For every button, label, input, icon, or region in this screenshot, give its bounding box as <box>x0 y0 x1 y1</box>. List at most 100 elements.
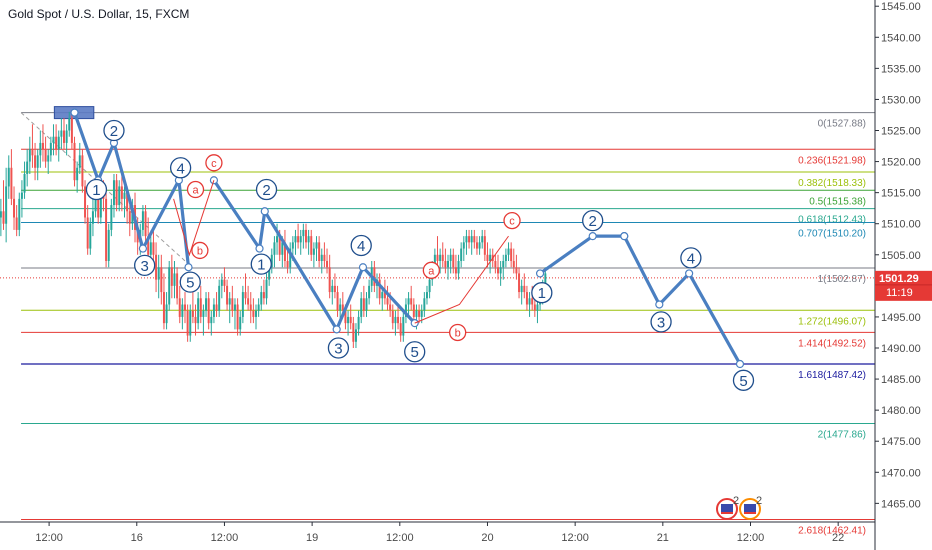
price-tick-label: 1515.00 <box>881 188 921 200</box>
candle-body <box>302 229 305 237</box>
wave-anchor-point[interactable] <box>255 244 264 253</box>
candle-body <box>244 292 247 299</box>
wave-anchor-point[interactable] <box>332 325 341 334</box>
candle-body <box>397 316 400 324</box>
candle-body <box>478 242 481 249</box>
candle-body <box>310 236 313 255</box>
fib-level-label: 0(1527.88) <box>818 119 866 130</box>
wave-label-circle <box>255 178 278 201</box>
candle-body <box>294 236 297 243</box>
candle-body <box>268 267 271 280</box>
candle-body <box>186 310 189 336</box>
candle-body <box>110 205 113 230</box>
candle-body <box>457 261 460 274</box>
candle-body <box>5 186 8 224</box>
wave-anchor-point[interactable] <box>620 232 629 241</box>
candle-body <box>425 292 428 299</box>
time-axis[interactable]: 12:00 16 12:00 19 12:00 20 12:00 21 12:00 22 <box>0 521 875 544</box>
time-tick-label: 12:00 <box>211 532 239 544</box>
candle-body <box>291 242 294 249</box>
candle-body <box>352 323 355 342</box>
candle-body <box>341 304 344 311</box>
candle-body <box>15 217 18 230</box>
wave-anchor-point[interactable] <box>685 269 694 278</box>
corrective-wave-line[interactable] <box>414 235 509 324</box>
wave-label-text: a <box>428 265 435 277</box>
candle-body <box>365 298 368 311</box>
candle-body <box>378 279 381 299</box>
candle-body <box>262 292 265 299</box>
candle-body <box>415 310 418 317</box>
wave-label-circle <box>404 341 426 363</box>
candle-body <box>157 267 160 280</box>
candle-body <box>44 149 47 162</box>
wave-anchor-point[interactable] <box>588 232 597 241</box>
wave-label-text: b <box>455 327 461 339</box>
price-tick-label: 1540.00 <box>881 32 921 44</box>
candle-body <box>289 248 292 268</box>
candle-body <box>120 186 123 199</box>
wave-anchor-point[interactable] <box>358 263 368 272</box>
candle-body <box>278 236 281 255</box>
wave-label-circle <box>449 323 467 342</box>
candle-body <box>76 167 79 181</box>
corrective-wave-line[interactable] <box>173 180 215 257</box>
candle-body <box>418 310 421 317</box>
candle-body <box>155 254 158 280</box>
wave-anchor-point[interactable] <box>184 263 193 272</box>
candle-body <box>315 242 318 249</box>
candle-body <box>452 254 455 268</box>
price-tick-label: 1545.00 <box>881 1 921 13</box>
candle-body <box>105 198 108 261</box>
impulse-wave-line[interactable] <box>212 178 417 331</box>
wave-label-circle <box>650 311 672 333</box>
candle-body <box>226 285 229 305</box>
candle-body <box>162 292 165 324</box>
candle-body <box>70 118 73 143</box>
candle-body <box>339 304 342 311</box>
candle-body <box>128 211 131 224</box>
wave-label-text: 1 <box>92 182 100 199</box>
candle-body <box>57 136 60 150</box>
time-tick-label: 12:00 <box>561 532 589 544</box>
candle-body <box>247 298 250 305</box>
impulse-wave-line[interactable] <box>72 111 191 269</box>
wave-label-text: 1 <box>538 285 546 302</box>
candle-body <box>465 236 468 243</box>
candle-body <box>115 180 118 206</box>
wave-anchor-point[interactable] <box>70 108 79 117</box>
candle-body <box>2 211 5 224</box>
wave-label-circle <box>85 178 108 201</box>
wave-label-circle <box>186 180 205 199</box>
candle-body <box>454 267 457 274</box>
wave-anchor-point[interactable] <box>655 300 664 309</box>
wave-label-circle <box>422 261 441 279</box>
candle-body <box>436 254 439 261</box>
candle-body <box>210 316 213 324</box>
time-tick-label: 20 <box>481 532 493 544</box>
wave-anchor-point[interactable] <box>735 359 745 369</box>
candle-body <box>52 136 55 143</box>
candle-body <box>141 211 144 230</box>
candle-body <box>194 316 197 324</box>
candle-body <box>447 261 450 268</box>
candle-body <box>126 192 129 212</box>
wave-anchor-point[interactable] <box>535 269 545 278</box>
wave-label-text: 3 <box>334 341 342 358</box>
price-tick-label: 1470.00 <box>881 467 921 479</box>
wave-anchor-point[interactable] <box>260 207 269 216</box>
candle-body <box>7 167 10 187</box>
chart-title: Gold Spot / U.S. Dollar, 15, FXCM <box>8 7 190 21</box>
wave-label-circle <box>680 247 702 269</box>
wave-anchor-point[interactable] <box>138 244 148 253</box>
candle-body <box>391 310 394 324</box>
candle-body <box>178 298 181 317</box>
fib-level-label: 1(1502.87) <box>818 274 866 285</box>
impulse-wave-line[interactable] <box>622 234 742 366</box>
wave-label-circle <box>205 154 223 172</box>
candle-body <box>386 298 389 305</box>
price-tick-label: 1530.00 <box>881 94 921 106</box>
candle-body <box>223 279 226 286</box>
